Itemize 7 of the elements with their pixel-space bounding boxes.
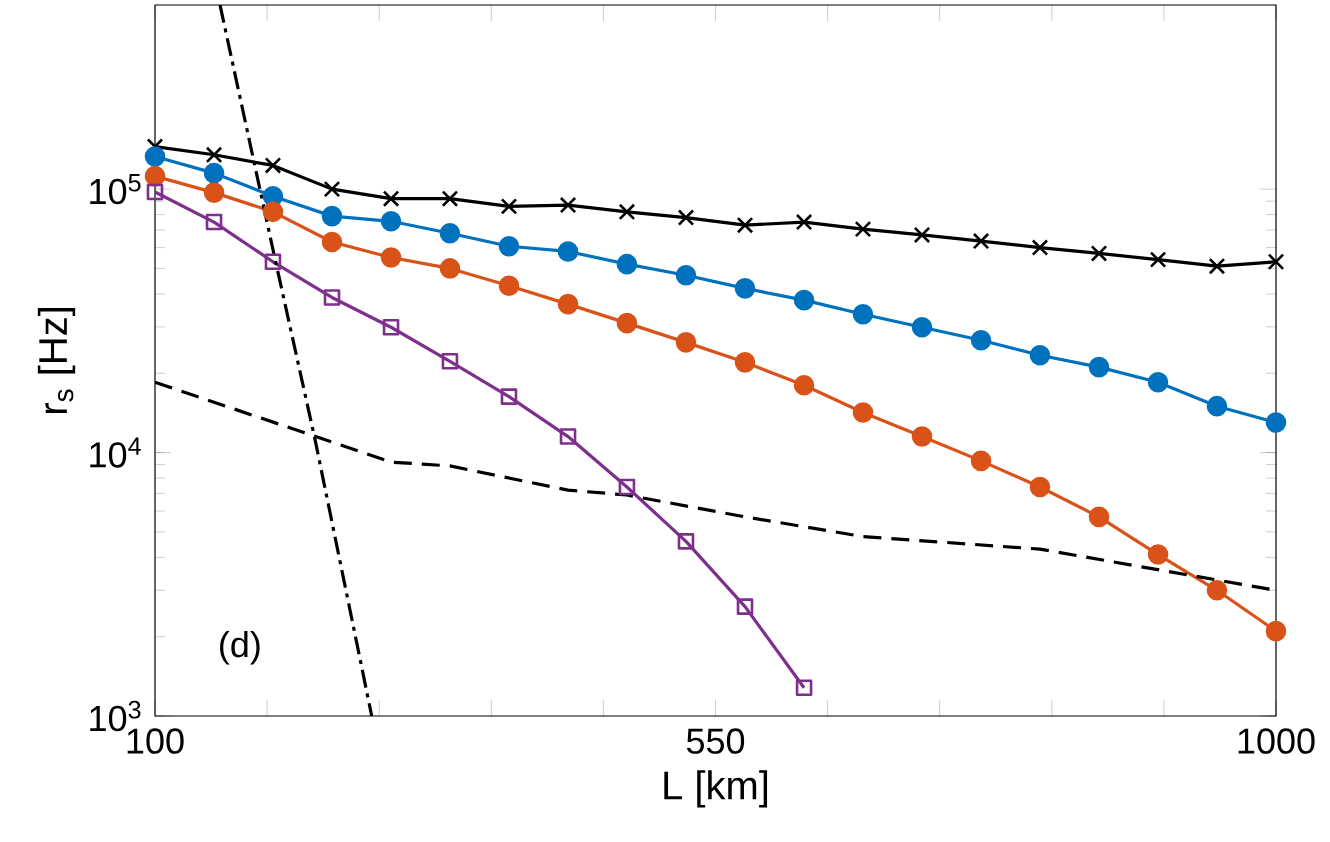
x-tick-label: 550 bbox=[686, 728, 745, 754]
x-axis-title: L [km] bbox=[664, 770, 768, 808]
y-tick-label: 10$^{5}$ bbox=[90, 174, 141, 205]
y-tick-label: 10$^{4}$ bbox=[90, 437, 141, 468]
y-axis-title: r$_{s}$ [Hz] bbox=[37, 308, 76, 414]
annotation: (d) bbox=[220, 630, 260, 665]
x-tick-label: 1000 bbox=[1238, 728, 1315, 754]
